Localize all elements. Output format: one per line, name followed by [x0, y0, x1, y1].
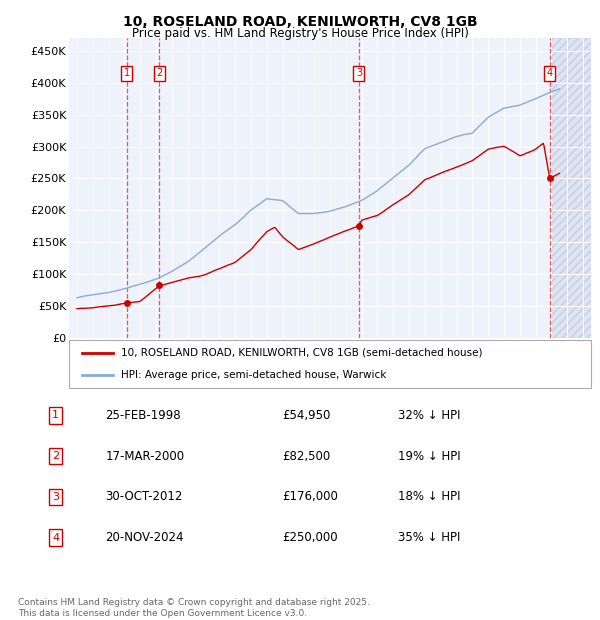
Text: £54,950: £54,950 — [282, 409, 330, 422]
Text: 1: 1 — [124, 68, 130, 78]
Text: 19% ↓ HPI: 19% ↓ HPI — [398, 450, 460, 463]
Text: 32% ↓ HPI: 32% ↓ HPI — [398, 409, 460, 422]
Bar — [551, 38, 600, 338]
Text: £176,000: £176,000 — [282, 490, 338, 503]
Text: HPI: Average price, semi-detached house, Warwick: HPI: Average price, semi-detached house,… — [121, 370, 386, 380]
Text: 1: 1 — [52, 410, 59, 420]
Text: £82,500: £82,500 — [282, 450, 330, 463]
Text: £250,000: £250,000 — [282, 531, 338, 544]
Text: 20-NOV-2024: 20-NOV-2024 — [105, 531, 184, 544]
Text: 10, ROSELAND ROAD, KENILWORTH, CV8 1GB (semi-detached house): 10, ROSELAND ROAD, KENILWORTH, CV8 1GB (… — [121, 348, 482, 358]
Text: Price paid vs. HM Land Registry's House Price Index (HPI): Price paid vs. HM Land Registry's House … — [131, 27, 469, 40]
Text: 3: 3 — [356, 68, 362, 78]
Text: 4: 4 — [52, 533, 59, 542]
Text: 3: 3 — [52, 492, 59, 502]
Text: Contains HM Land Registry data © Crown copyright and database right 2025.
This d: Contains HM Land Registry data © Crown c… — [18, 598, 370, 618]
Text: 10, ROSELAND ROAD, KENILWORTH, CV8 1GB: 10, ROSELAND ROAD, KENILWORTH, CV8 1GB — [122, 16, 478, 30]
Text: 18% ↓ HPI: 18% ↓ HPI — [398, 490, 460, 503]
Text: 2: 2 — [156, 68, 163, 78]
Text: 2: 2 — [52, 451, 59, 461]
Text: 4: 4 — [547, 68, 553, 78]
Text: 17-MAR-2000: 17-MAR-2000 — [105, 450, 184, 463]
Text: 25-FEB-1998: 25-FEB-1998 — [105, 409, 181, 422]
Text: 35% ↓ HPI: 35% ↓ HPI — [398, 531, 460, 544]
Text: 30-OCT-2012: 30-OCT-2012 — [105, 490, 182, 503]
